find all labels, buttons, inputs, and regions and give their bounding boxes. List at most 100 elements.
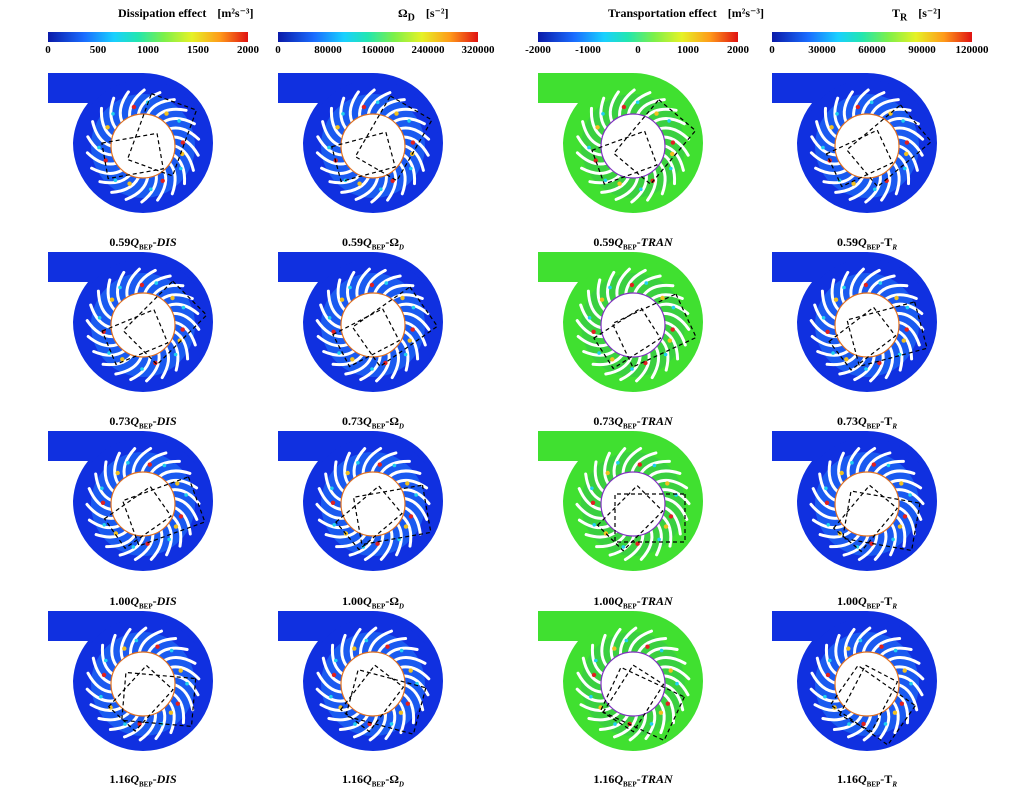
colorbar-1 — [48, 32, 248, 42]
impeller-blade — [862, 712, 881, 742]
impeller-blade — [818, 529, 852, 539]
hotspot — [407, 338, 412, 343]
impeller-blade — [843, 628, 856, 661]
colorbar-tick-label: 500 — [89, 44, 107, 56]
impeller-blade — [648, 469, 682, 479]
impeller-blade — [593, 460, 605, 493]
impeller-blade — [811, 487, 837, 511]
impeller-eye — [111, 293, 175, 357]
hotspot — [179, 166, 183, 171]
impeller-blade — [118, 534, 146, 557]
hotspot — [99, 694, 103, 699]
hotspot — [612, 646, 617, 651]
impeller-blade — [370, 451, 398, 474]
hotspot — [170, 295, 175, 301]
panel-caption: 1.16QBEP-DIS — [109, 772, 177, 789]
impeller-blade — [403, 144, 425, 172]
impeller-blade — [873, 459, 905, 475]
eye-rim — [834, 113, 900, 179]
impeller-blade — [873, 528, 888, 561]
impeller-blade — [315, 319, 345, 339]
dashed-region-box — [829, 664, 917, 746]
impeller-blade — [604, 355, 633, 376]
hotspot — [341, 112, 345, 116]
hotspot — [414, 493, 418, 497]
impeller-blade — [661, 311, 691, 331]
contour-panel — [278, 68, 468, 213]
dashed-region-box — [345, 668, 427, 735]
hotspot — [824, 486, 828, 491]
impeller-blade — [615, 267, 631, 299]
hotspot — [665, 481, 670, 486]
hotspot — [873, 187, 877, 192]
hotspot — [330, 486, 334, 491]
hotspot — [663, 352, 668, 357]
impeller-blade — [395, 478, 429, 490]
panel-caption: 0.59QBEP-ΩD — [342, 235, 404, 252]
hotspot — [835, 112, 839, 116]
colorbar-tick-label: 1000 — [677, 44, 699, 56]
impeller-blade — [124, 176, 150, 201]
hotspot — [175, 701, 180, 706]
impeller-blade — [855, 447, 877, 476]
hotspot — [364, 638, 369, 643]
colorbar-tick-label: 90000 — [908, 44, 936, 56]
panel-caption: 0.73QBEP-TR — [837, 414, 897, 431]
impeller-blade — [892, 126, 925, 141]
impeller-blade — [149, 528, 164, 561]
eye-rim — [834, 471, 900, 537]
impeller-blade — [630, 173, 648, 204]
contour-panel — [538, 68, 728, 213]
impeller-blade — [155, 646, 189, 657]
impeller-blade — [397, 700, 406, 735]
impeller-blade — [834, 633, 843, 668]
impeller-blade — [109, 96, 118, 131]
hotspot — [178, 668, 183, 673]
impeller-blade — [816, 349, 850, 357]
hotspot — [855, 104, 861, 110]
hotspot — [403, 352, 408, 357]
hotspot — [659, 648, 664, 653]
impeller-blade — [353, 714, 379, 739]
colorbar-title-3: Transportation effect [m²s⁻³] — [608, 6, 764, 20]
impeller-blade — [619, 626, 638, 656]
impeller-blade — [368, 712, 387, 742]
impeller-blade — [897, 683, 919, 712]
impeller-blade — [136, 91, 162, 116]
hotspot — [649, 722, 654, 726]
impeller-eye — [835, 472, 899, 536]
impeller-blade — [815, 120, 837, 148]
impeller-blade — [403, 683, 425, 712]
impeller-blade — [85, 502, 116, 520]
panel-caption: 0.59QBEP-DIS — [109, 235, 177, 252]
impeller-blade — [173, 320, 197, 347]
colorbar-tick-label: 2000 — [237, 44, 259, 56]
hotspot — [864, 367, 868, 371]
impeller-blade — [319, 303, 343, 330]
impeller-blade — [867, 274, 896, 295]
impeller-blade — [343, 451, 351, 486]
hotspot — [409, 166, 413, 171]
impeller-blade — [896, 153, 911, 186]
hotspot — [122, 646, 127, 651]
hotspot — [181, 305, 186, 310]
impeller-blade — [103, 460, 115, 493]
hotspot — [829, 125, 834, 130]
panel-caption: 0.73QBEP-DIS — [109, 414, 177, 431]
hotspot — [675, 681, 679, 686]
contour-panel — [538, 247, 728, 392]
hotspot — [821, 145, 825, 150]
impeller-blade — [842, 90, 854, 124]
impeller-blade — [384, 707, 397, 740]
impeller-blade — [658, 126, 691, 141]
impeller-blade — [165, 478, 199, 490]
impeller-blade — [97, 711, 131, 722]
impeller-blade — [143, 274, 172, 295]
hotspot — [410, 140, 416, 145]
impeller-blade — [359, 626, 378, 656]
impeller-blade — [861, 629, 887, 654]
panel-caption: 0.73QBEP-TRAN — [593, 414, 673, 431]
hotspot — [669, 166, 673, 171]
hotspot — [384, 281, 389, 285]
hotspot — [173, 524, 179, 529]
